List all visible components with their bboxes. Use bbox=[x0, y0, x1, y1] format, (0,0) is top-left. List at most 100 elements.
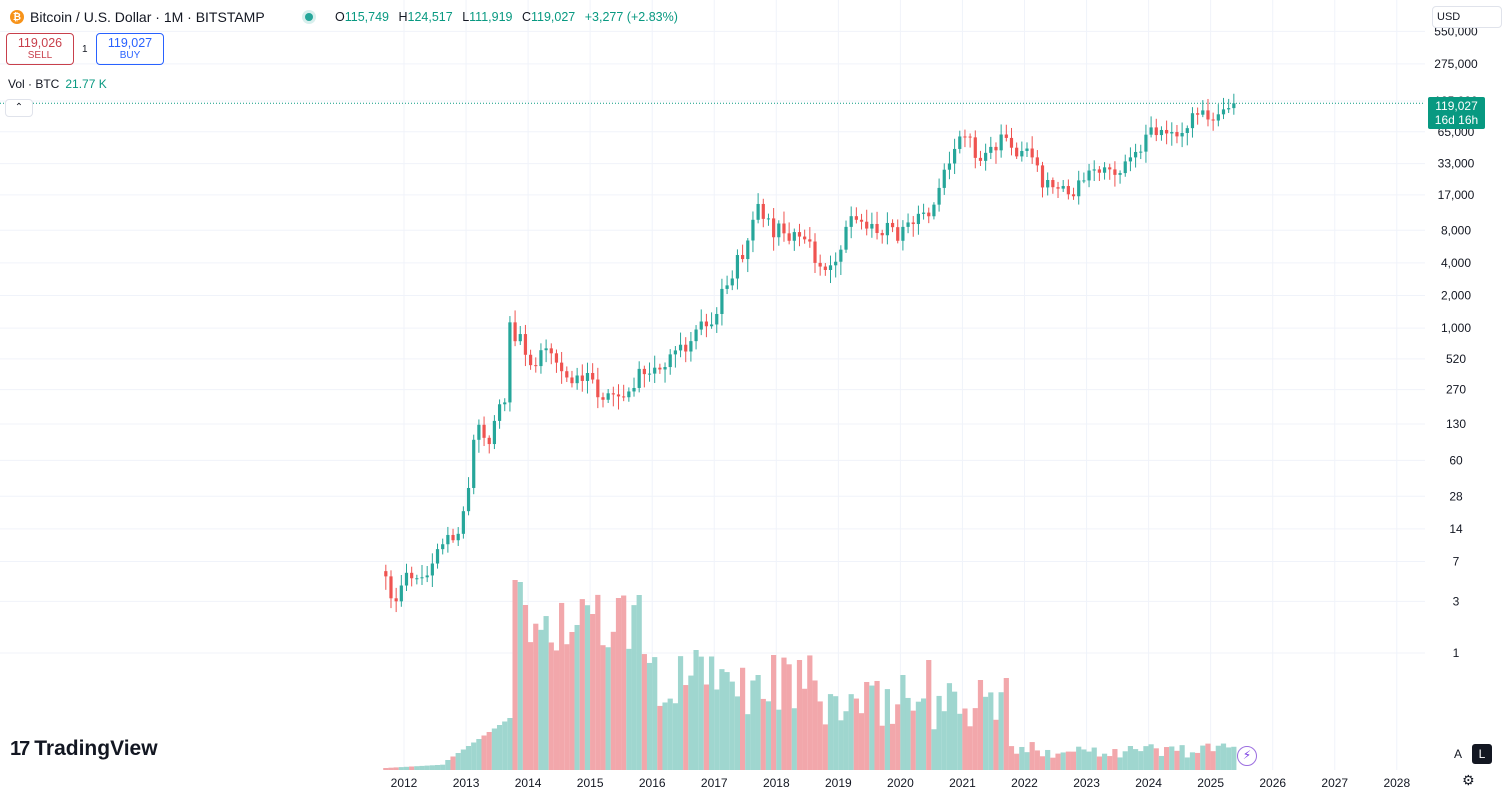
volume-bar bbox=[900, 675, 906, 770]
candle-body bbox=[989, 146, 993, 153]
candle-body bbox=[461, 511, 465, 534]
volume-bar bbox=[1215, 745, 1221, 770]
volume-bar bbox=[972, 708, 978, 770]
x-tick-label: 2016 bbox=[639, 776, 666, 790]
spread-value: 1 bbox=[82, 44, 88, 55]
buy-button[interactable]: 119,027 BUY bbox=[96, 33, 164, 65]
candle-body bbox=[647, 373, 652, 375]
y-tick-label: 8,000 bbox=[1441, 223, 1471, 237]
volume-bar bbox=[662, 702, 668, 770]
candle-body bbox=[901, 226, 905, 241]
candle-body bbox=[560, 362, 564, 372]
volume-bar bbox=[1195, 752, 1201, 770]
collapse-legend-button[interactable]: ⌃ bbox=[5, 99, 33, 117]
volume-bar bbox=[1174, 750, 1180, 770]
volume-bar bbox=[905, 697, 911, 770]
candle-body bbox=[570, 377, 574, 384]
x-tick-label: 2025 bbox=[1197, 776, 1224, 790]
candle-body bbox=[1066, 186, 1070, 195]
candle-body bbox=[725, 285, 729, 289]
candle-body bbox=[1020, 150, 1024, 157]
candle-body bbox=[534, 365, 538, 367]
y-tick-label: 2,000 bbox=[1441, 288, 1471, 302]
volume-bar bbox=[724, 672, 730, 770]
candle-body bbox=[565, 371, 569, 378]
candle-body bbox=[1159, 129, 1164, 136]
volume-label: Vol · BTC bbox=[8, 77, 60, 91]
candle-body bbox=[994, 146, 998, 151]
x-tick-label: 2023 bbox=[1073, 776, 1100, 790]
candle-body bbox=[425, 575, 429, 578]
candle-body bbox=[632, 387, 636, 392]
candle-body bbox=[937, 187, 941, 205]
volume-bar bbox=[1045, 749, 1051, 770]
volume-bar bbox=[822, 724, 828, 770]
candle-body bbox=[1206, 110, 1210, 120]
candle-body bbox=[1092, 169, 1096, 171]
candle-body bbox=[1216, 114, 1220, 121]
candle-body bbox=[616, 394, 621, 397]
change-value: +3,277 (+2.83%) bbox=[584, 10, 678, 24]
volume-bar bbox=[496, 725, 503, 770]
candle-body bbox=[963, 136, 967, 138]
candle-body bbox=[1133, 151, 1138, 158]
candle-body bbox=[653, 367, 657, 374]
y-tick-label: 60 bbox=[1449, 453, 1463, 467]
candle-body bbox=[782, 223, 786, 234]
candle-body bbox=[585, 372, 590, 381]
volume-bar bbox=[926, 660, 932, 770]
x-tick-label: 2027 bbox=[1321, 776, 1348, 790]
log-scale-button[interactable]: L bbox=[1472, 744, 1492, 764]
candle-body bbox=[1097, 169, 1101, 173]
close-label: C bbox=[521, 10, 531, 24]
candle-body bbox=[921, 212, 926, 214]
volume-bar bbox=[450, 756, 456, 770]
sell-price: 119,026 bbox=[17, 36, 63, 50]
candle-body bbox=[777, 223, 781, 238]
volume-bar bbox=[760, 698, 766, 770]
volume-bar bbox=[1107, 756, 1113, 770]
volume-bar bbox=[993, 719, 999, 770]
volume-bar bbox=[491, 728, 498, 770]
candle-body bbox=[477, 424, 481, 440]
gear-icon[interactable]: ⚙ bbox=[1462, 772, 1475, 788]
candle-body bbox=[466, 487, 471, 512]
volume-bar bbox=[1024, 752, 1030, 770]
auto-scale-button[interactable]: A bbox=[1453, 747, 1462, 761]
lightning-icon[interactable]: ⚡ bbox=[1237, 746, 1257, 766]
candle-body bbox=[1015, 147, 1019, 157]
candle-body bbox=[968, 136, 972, 138]
y-tick-label: 33,000 bbox=[1438, 157, 1475, 171]
candle-body bbox=[1185, 128, 1189, 134]
sell-button[interactable]: 119,026 SELL bbox=[6, 33, 74, 65]
x-tick-label: 2021 bbox=[949, 776, 976, 790]
y-tick-label: 3 bbox=[1453, 594, 1460, 608]
candle-body bbox=[658, 367, 662, 370]
volume-bar bbox=[553, 650, 560, 770]
volume-bar bbox=[802, 688, 808, 770]
candle-body bbox=[880, 233, 884, 236]
candle-body bbox=[1046, 180, 1050, 188]
currency-select[interactable]: USD bbox=[1432, 6, 1502, 28]
candle-body bbox=[456, 533, 460, 541]
candle-body bbox=[389, 576, 393, 599]
tradingview-logo[interactable]: 17 TradingView bbox=[10, 737, 158, 761]
volume-bar bbox=[879, 725, 885, 770]
candle-body bbox=[394, 598, 398, 602]
market-open-indicator bbox=[305, 13, 313, 21]
candle-body bbox=[441, 544, 445, 550]
volume-bar bbox=[952, 691, 958, 770]
volume-bar bbox=[388, 767, 394, 770]
symbol-title[interactable]: Bitcoin / U.S. Dollar · 1M · BITSTAMP bbox=[30, 9, 265, 25]
volume-bar bbox=[569, 631, 575, 770]
volume-bar bbox=[1226, 747, 1232, 770]
candle-body bbox=[699, 321, 703, 330]
candle-body bbox=[849, 216, 853, 227]
volume-bar bbox=[460, 749, 466, 770]
candle-body bbox=[1040, 165, 1045, 188]
volume-bar bbox=[853, 698, 859, 770]
volume-bar bbox=[848, 694, 854, 770]
volume-bar bbox=[1019, 746, 1025, 770]
volume-bar bbox=[548, 642, 554, 770]
